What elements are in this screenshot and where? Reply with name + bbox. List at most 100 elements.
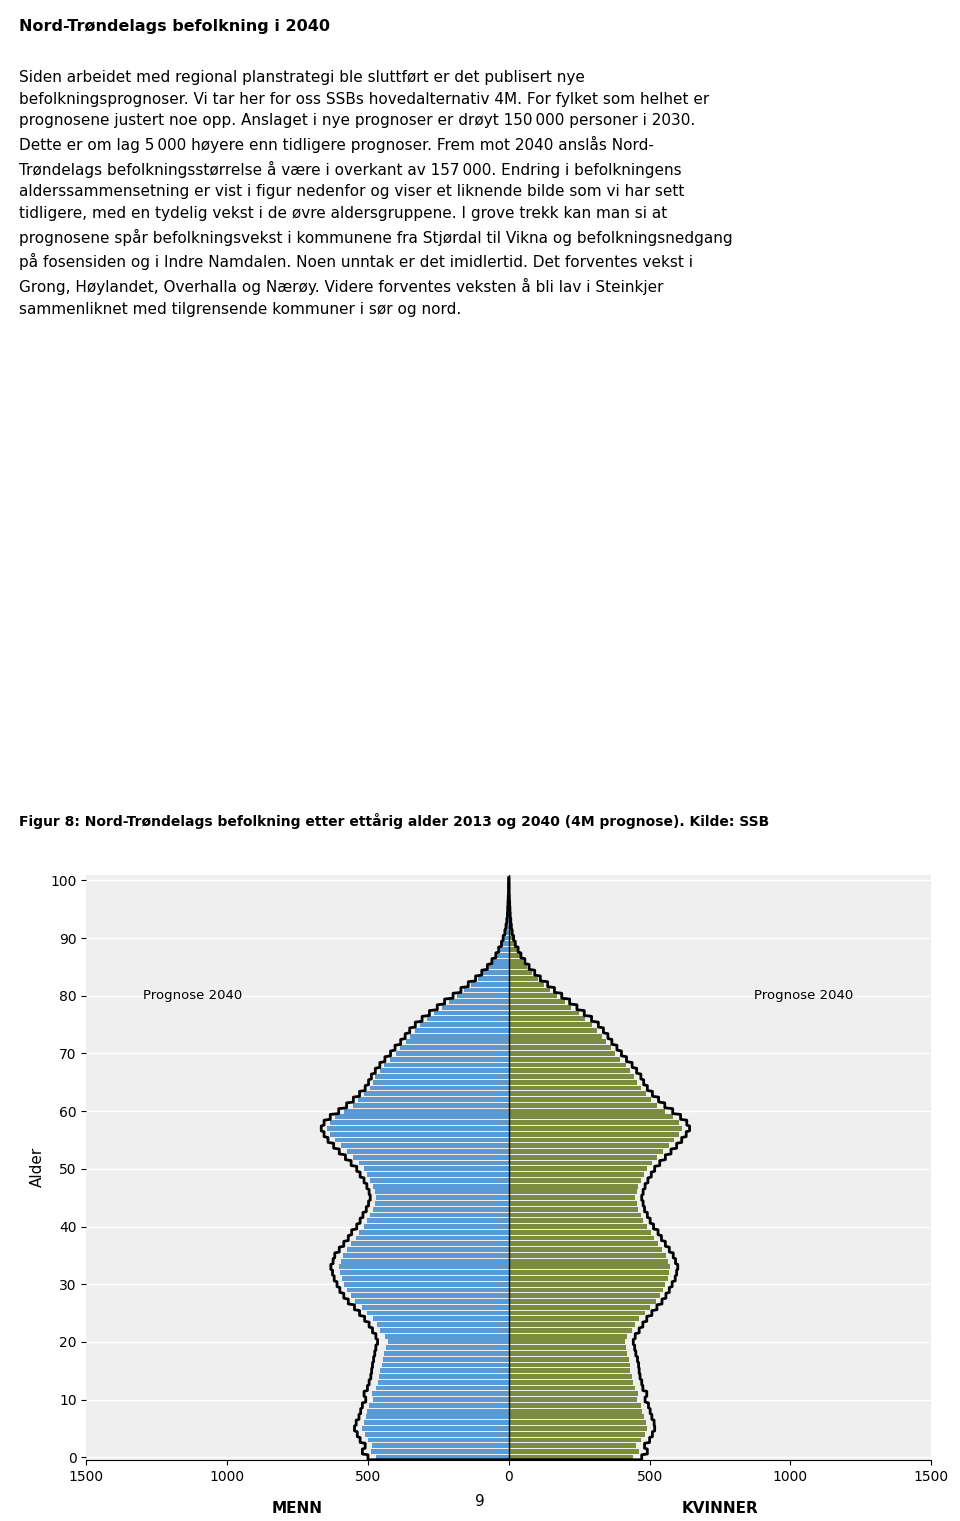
Bar <box>457 993 509 998</box>
Bar <box>509 1259 668 1264</box>
Text: Prognose 2040: Prognose 2040 <box>754 989 853 1002</box>
Bar <box>368 1311 509 1316</box>
Bar <box>377 1322 509 1326</box>
Bar <box>379 1373 509 1380</box>
Text: KVINNER: KVINNER <box>682 1501 758 1515</box>
Bar <box>343 1253 509 1258</box>
Bar <box>509 970 533 975</box>
Bar <box>509 1092 646 1097</box>
Bar <box>509 1322 635 1326</box>
Bar <box>509 1328 632 1332</box>
Bar <box>509 1264 670 1270</box>
Bar <box>373 1316 509 1322</box>
Bar <box>509 1311 644 1316</box>
Bar <box>509 1293 660 1299</box>
Bar <box>376 1196 509 1200</box>
Bar <box>380 1328 509 1332</box>
Bar <box>509 1408 642 1413</box>
Bar <box>509 999 564 1004</box>
Bar <box>335 1138 509 1142</box>
Bar <box>358 1097 509 1103</box>
Bar <box>509 1299 656 1303</box>
Bar <box>388 1340 509 1345</box>
Bar <box>465 987 509 992</box>
Bar <box>509 1189 636 1194</box>
Bar <box>509 1369 631 1373</box>
Bar <box>390 1057 509 1062</box>
Bar <box>348 1148 509 1154</box>
Bar <box>509 1057 620 1062</box>
Bar <box>505 929 509 935</box>
Bar <box>509 1282 665 1287</box>
Bar <box>420 1022 509 1027</box>
Bar <box>509 952 520 958</box>
Bar <box>371 1212 509 1217</box>
Bar <box>484 970 509 975</box>
Bar <box>342 1276 509 1281</box>
Bar <box>370 1086 509 1091</box>
Bar <box>471 981 509 987</box>
Bar <box>350 1293 509 1299</box>
Bar <box>386 1345 509 1351</box>
Bar <box>509 1063 626 1068</box>
Bar <box>509 941 515 946</box>
Bar <box>509 987 550 992</box>
Bar <box>509 1380 634 1384</box>
Bar <box>509 1421 646 1425</box>
Bar <box>374 1189 509 1194</box>
Bar <box>371 1450 509 1454</box>
Bar <box>406 1039 509 1045</box>
Bar <box>509 1443 636 1448</box>
Bar <box>329 1132 509 1136</box>
Bar <box>509 1028 597 1033</box>
Bar <box>509 1068 631 1074</box>
Bar <box>384 1063 509 1068</box>
Bar <box>368 1437 509 1442</box>
Bar <box>509 1230 651 1235</box>
Bar <box>509 948 517 952</box>
Bar <box>509 1154 658 1159</box>
Bar <box>362 1305 509 1310</box>
Bar <box>509 1340 625 1345</box>
Bar <box>509 1039 606 1045</box>
Bar <box>509 993 557 998</box>
Text: MENN: MENN <box>272 1501 324 1515</box>
Bar <box>509 1074 635 1078</box>
Y-axis label: Alder: Alder <box>30 1147 45 1188</box>
Bar <box>509 1010 579 1016</box>
Text: Prognose 2040: Prognose 2040 <box>143 989 242 1002</box>
Bar <box>351 1241 509 1246</box>
Bar <box>427 1016 509 1021</box>
Bar <box>509 1351 627 1355</box>
Bar <box>384 1351 509 1355</box>
Bar <box>385 1334 509 1338</box>
Bar <box>509 1045 611 1049</box>
Bar <box>368 1173 509 1177</box>
Bar <box>499 948 509 952</box>
Bar <box>509 1183 638 1188</box>
Bar <box>509 1148 663 1154</box>
Bar <box>348 1247 509 1252</box>
Bar <box>372 1080 509 1084</box>
Bar <box>509 958 523 964</box>
Bar <box>509 1097 651 1103</box>
Bar <box>509 1287 662 1293</box>
Bar <box>327 1126 509 1132</box>
Bar <box>509 935 514 940</box>
Bar <box>502 941 509 946</box>
Bar <box>509 1144 669 1148</box>
Bar <box>509 1253 666 1258</box>
Bar <box>359 1161 509 1165</box>
Bar <box>509 964 527 969</box>
Bar <box>366 1415 509 1419</box>
Bar <box>509 1334 627 1338</box>
Bar <box>341 1144 509 1148</box>
Bar <box>509 1450 639 1454</box>
Bar <box>509 1212 640 1217</box>
Bar <box>329 1119 509 1126</box>
Bar <box>509 1357 629 1361</box>
Bar <box>509 1235 654 1241</box>
Bar <box>509 1373 632 1380</box>
Bar <box>373 1398 509 1402</box>
Bar <box>345 1282 509 1287</box>
